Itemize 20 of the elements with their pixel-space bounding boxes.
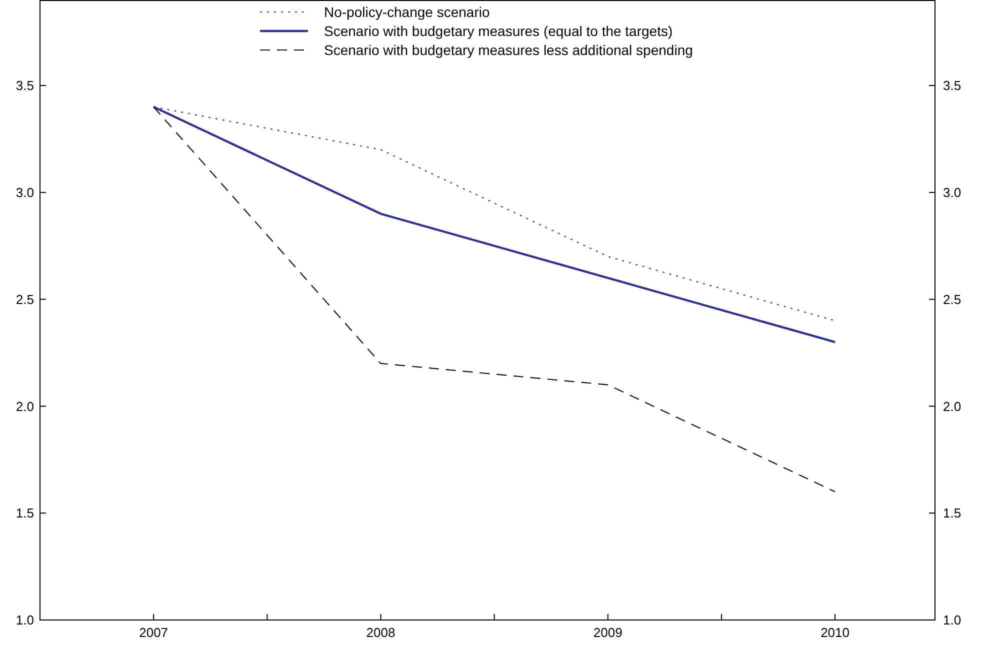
x-tick-label: 2010	[820, 625, 850, 640]
y-tick-label: 3.5	[16, 78, 34, 94]
y2-tick-label: 1.0	[943, 612, 962, 628]
x-tick-label: 2008	[366, 625, 396, 640]
x-tick-label: 2009	[593, 625, 622, 640]
legend-label: No-policy-change scenario	[324, 4, 490, 20]
y-tick-label: 2.5	[16, 292, 34, 307]
y2-tick-label: 3.0	[943, 184, 962, 200]
y2-tick-label: 1.5	[943, 506, 962, 521]
x-tick-label: 2007	[139, 625, 168, 640]
y2-tick-label: 2.5	[943, 292, 962, 307]
legend-label: Scenario with budgetary measures (equal to the targets)	[324, 22, 673, 39]
y2-tick-label: 3.5	[943, 78, 962, 94]
y-tick-label: 1.0	[16, 612, 34, 628]
y2-tick-label: 2.0	[943, 398, 962, 414]
y-tick-label: 3.0	[16, 184, 34, 200]
legend-label: Scenario with budgetary measures less additional spending	[324, 42, 693, 58]
y-tick-label: 1.5	[16, 506, 34, 521]
y-tick-label: 2.0	[16, 398, 34, 414]
line-series	[153, 106, 836, 492]
